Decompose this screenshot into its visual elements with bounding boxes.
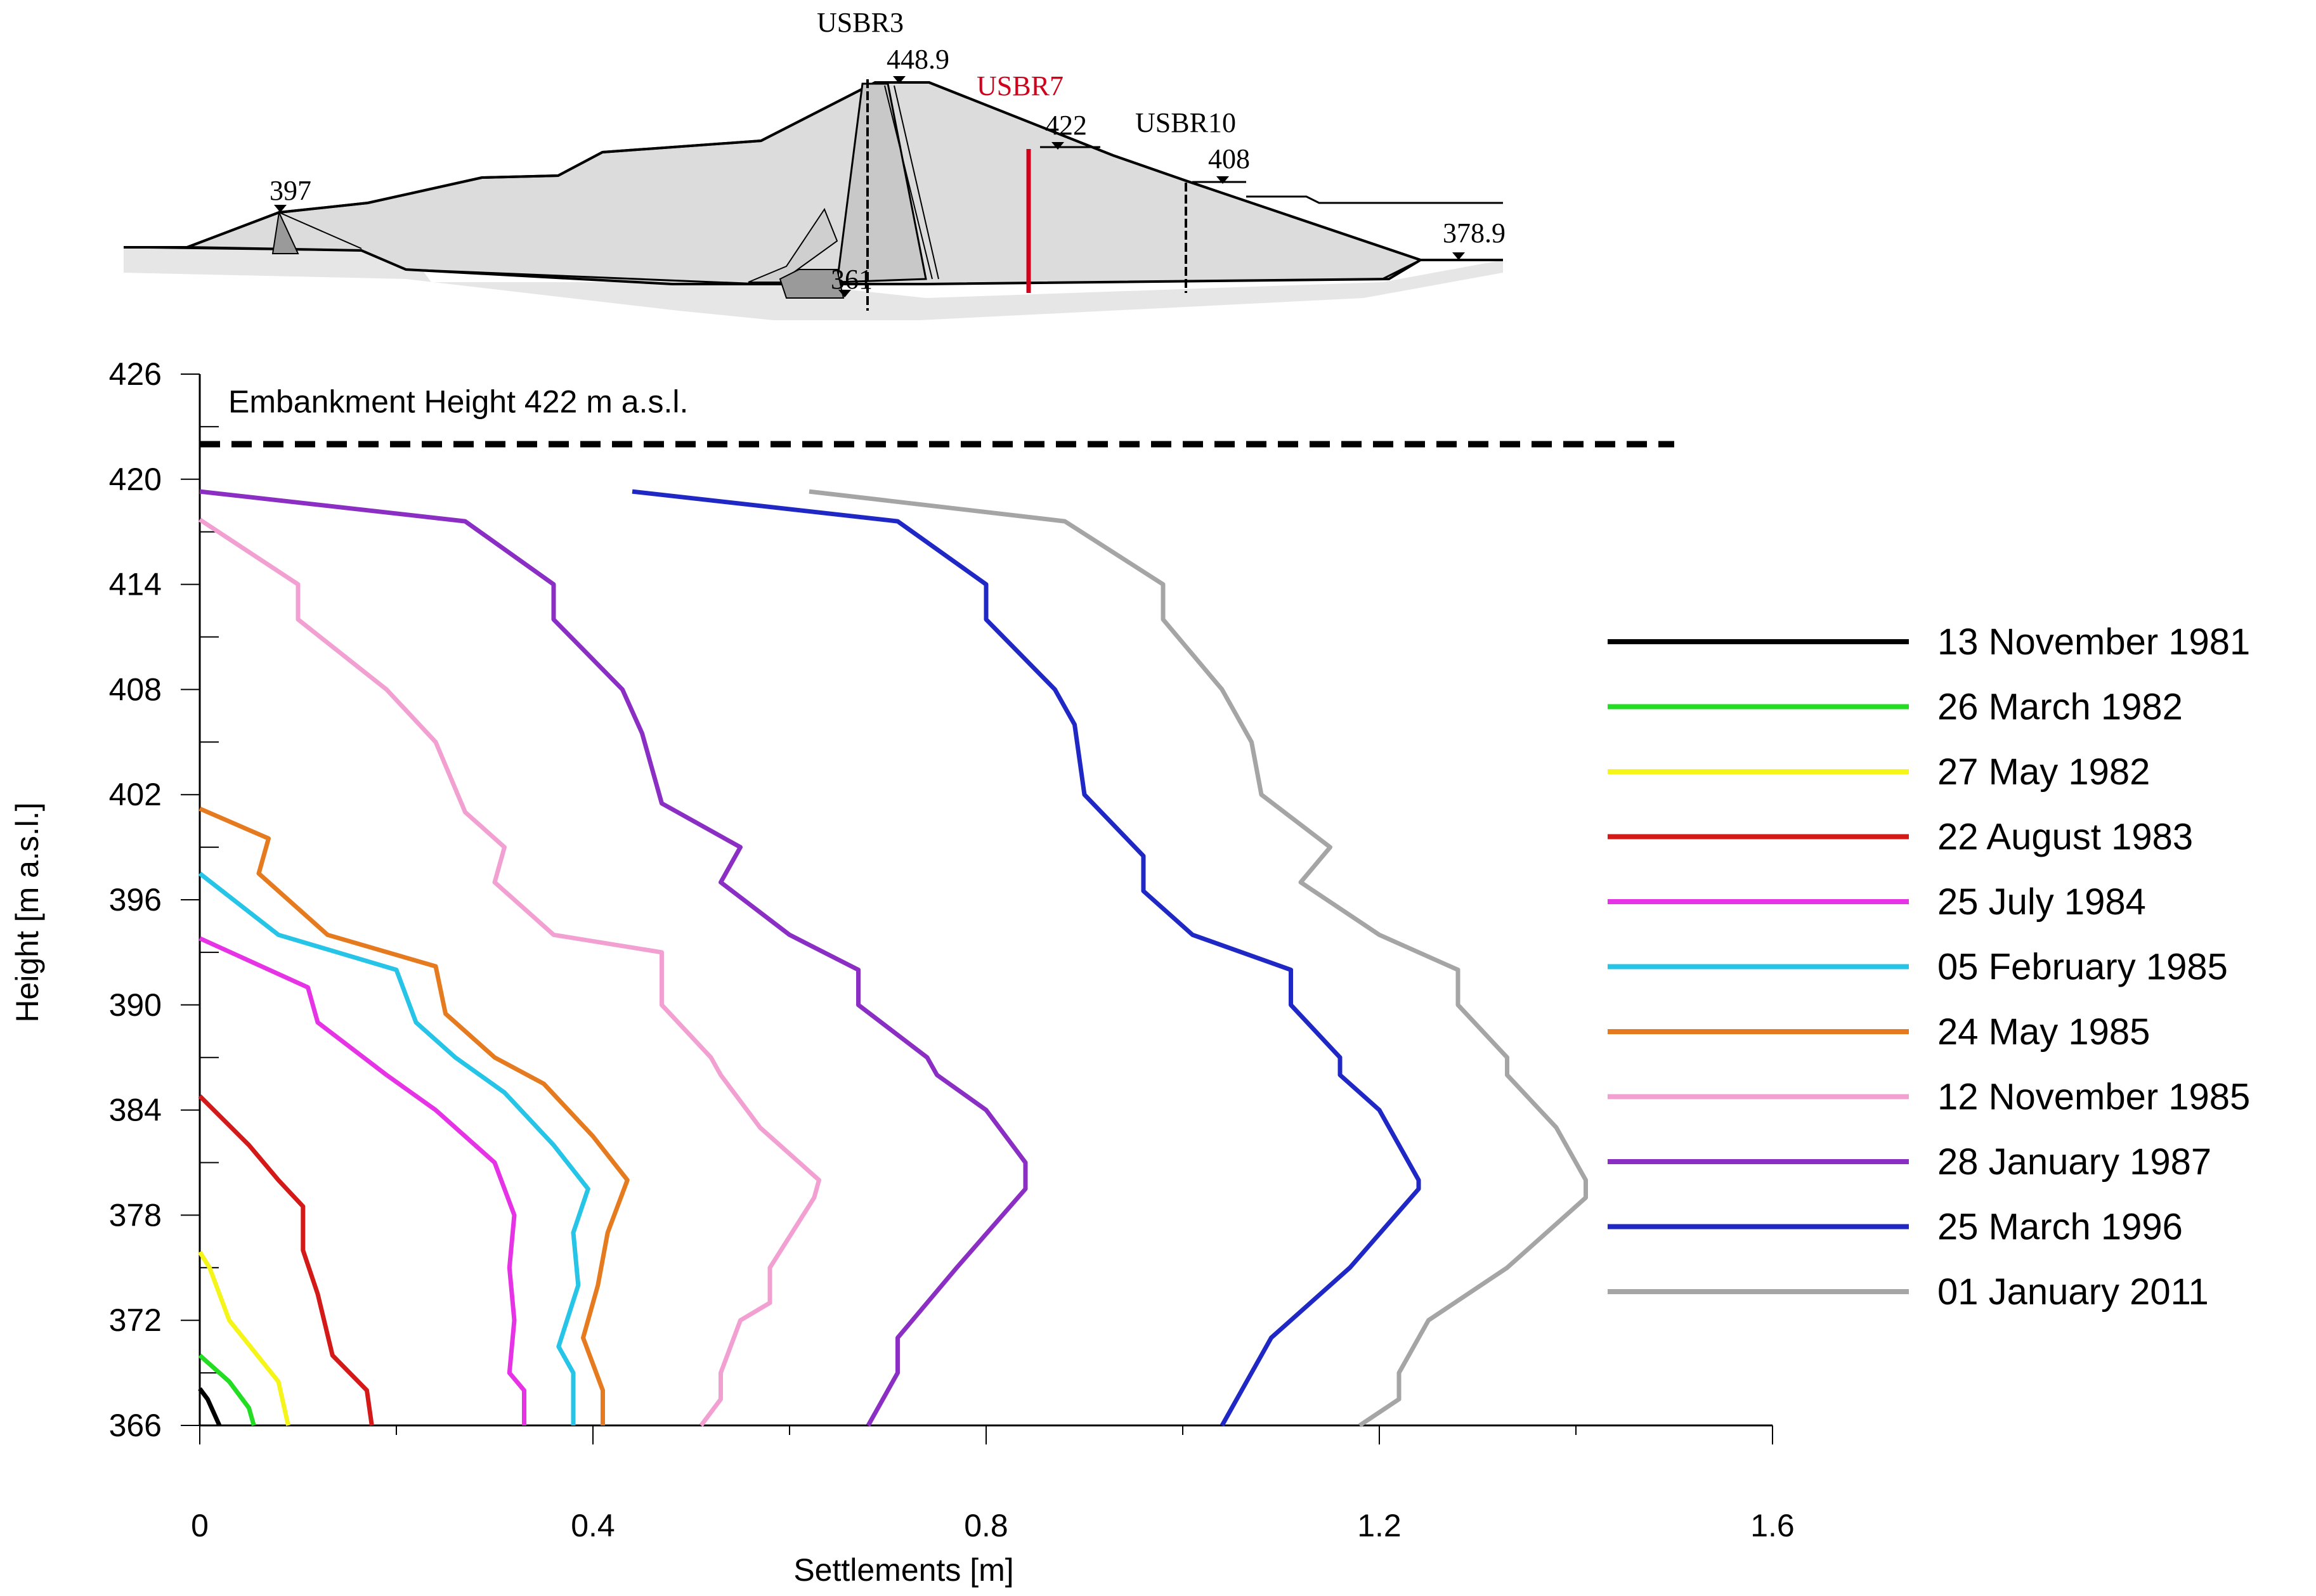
downstream-berm: [1246, 195, 1503, 204]
axis-ticks: [181, 373, 1773, 1444]
series-lines: [198, 489, 1588, 1427]
legend-label: 24 May 1985: [1937, 1011, 2150, 1053]
series-line: [198, 1387, 222, 1427]
elevation-label: 422: [1045, 110, 1087, 141]
legend-label: 12 November 1985: [1937, 1077, 2250, 1118]
x-tick-label: 0.4: [571, 1508, 615, 1543]
elevation-label: 361: [831, 264, 873, 295]
embankment-base-line: [123, 246, 1421, 285]
instrument-label: USBR7: [977, 70, 1064, 101]
foundation: [124, 247, 1503, 320]
x-tick-label: 0: [191, 1508, 209, 1543]
y-tick-label: 396: [109, 882, 162, 918]
cofferdam-slope: [278, 212, 362, 249]
series-line: [198, 936, 526, 1425]
elevation-marker: [1040, 142, 1100, 150]
y-tick-label: 390: [109, 987, 162, 1023]
y-tick-label: 372: [109, 1302, 162, 1338]
series-line: [198, 807, 630, 1425]
filter-line: [884, 85, 933, 280]
upstream-shell-zone: [748, 207, 838, 283]
elevation-marker: [838, 290, 851, 297]
series-line: [198, 1250, 290, 1426]
y-tick-label: 420: [109, 462, 162, 497]
upstream-cofferdam: [271, 210, 299, 254]
elevation-label: 408: [1208, 143, 1250, 174]
x-axis-title: Settlements [m]: [793, 1552, 1013, 1588]
series-line: [199, 489, 1028, 1427]
series-line: [198, 1094, 374, 1426]
legend-label: 05 February 1985: [1937, 947, 2228, 988]
settlement-chart: 366 372 378 384 390 396 402 408 414 420 426 0 0.4 0.…: [10, 356, 2250, 1588]
legend-label: 27 May 1982: [1937, 751, 2150, 793]
legend-label: 28 January 1987: [1937, 1141, 2211, 1183]
instrument-label: USBR3: [817, 7, 904, 38]
instrument-label: USBR10: [1135, 107, 1236, 138]
elevation-marker: [1452, 252, 1465, 260]
dam-cross-section: USBR3 USBR7 USBR10 448.9 422 408 397 378…: [123, 7, 1506, 320]
legend-label: 22 August 1983: [1937, 817, 2193, 858]
series-line: [198, 517, 821, 1427]
x-tick-label: 0.8: [964, 1508, 1008, 1543]
x-tick-label: 1.2: [1357, 1508, 1402, 1543]
legend-label: 25 March 1996: [1937, 1207, 2183, 1248]
y-tick-label: 366: [109, 1408, 162, 1443]
y-tick-label: 402: [109, 777, 162, 812]
y-tick-labels: 366 372 378 384 390 396 402 408 414 420 426: [109, 356, 162, 1443]
series-line: [198, 871, 590, 1425]
y-tick-label: 408: [109, 671, 162, 707]
y-tick-label: 384: [109, 1093, 162, 1128]
y-axis-title: Height [m a.s.l.]: [10, 802, 45, 1022]
x-tick-label: 1.6: [1750, 1508, 1795, 1543]
legend-label: 26 March 1982: [1937, 687, 2183, 728]
elevation-label: 448.9: [887, 44, 949, 75]
legend-label: 01 January 2011: [1937, 1271, 2209, 1313]
y-tick-label: 378: [109, 1197, 162, 1233]
elevation-marker: [888, 76, 929, 84]
legend-label: 25 July 1984: [1937, 881, 2146, 923]
series-line: [809, 489, 1588, 1427]
elevation-marker: [274, 205, 287, 212]
elevation-label: 378.9: [1443, 217, 1506, 249]
y-tick-label: 426: [109, 356, 162, 392]
legend: 13 November 1981 26 March 1982 27 May 1982…: [1608, 621, 2250, 1313]
x-tick-labels: 0 0.4 0.8 1.2 1.6: [191, 1508, 1795, 1543]
core-zone: [836, 82, 927, 283]
embankment-height-label: Embankment Height 422 m a.s.l.: [228, 384, 688, 420]
elevation-marker: [1192, 176, 1246, 184]
legend-label: 13 November 1981: [1937, 621, 2250, 663]
elevation-label: 397: [270, 175, 311, 206]
cofferdam: [779, 269, 845, 299]
y-tick-label: 414: [109, 567, 162, 602]
filter-line: [894, 85, 939, 280]
series-line: [632, 489, 1421, 1427]
embankment-crest-line: [124, 81, 1503, 261]
series-line: [198, 1353, 256, 1426]
